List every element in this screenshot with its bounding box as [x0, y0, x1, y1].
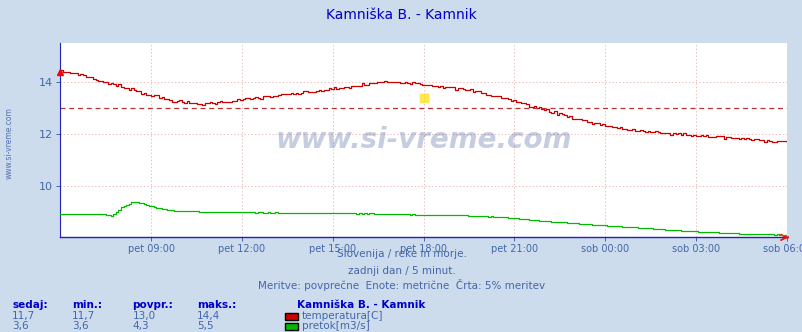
- Text: ▪: ▪: [416, 88, 430, 107]
- Text: 3,6: 3,6: [72, 321, 89, 331]
- Text: www.si-vreme.com: www.si-vreme.com: [5, 107, 14, 179]
- Text: povpr.:: povpr.:: [132, 300, 173, 310]
- Text: 11,7: 11,7: [72, 311, 95, 321]
- Text: 3,6: 3,6: [12, 321, 29, 331]
- Text: sedaj:: sedaj:: [12, 300, 47, 310]
- Text: 11,7: 11,7: [12, 311, 35, 321]
- Text: 5,5: 5,5: [196, 321, 213, 331]
- Text: pretok[m3/s]: pretok[m3/s]: [302, 321, 369, 331]
- Text: 4,3: 4,3: [132, 321, 149, 331]
- Text: min.:: min.:: [72, 300, 102, 310]
- Text: Slovenija / reke in morje.: Slovenija / reke in morje.: [336, 249, 466, 259]
- Text: temperatura[C]: temperatura[C]: [302, 311, 383, 321]
- Text: www.si-vreme.com: www.si-vreme.com: [275, 126, 571, 154]
- Text: maks.:: maks.:: [196, 300, 236, 310]
- Text: Kamniška B. - Kamnik: Kamniška B. - Kamnik: [297, 300, 425, 310]
- Text: Meritve: povprečne  Enote: metrične  Črta: 5% meritev: Meritve: povprečne Enote: metrične Črta:…: [257, 279, 545, 291]
- Text: zadnji dan / 5 minut.: zadnji dan / 5 minut.: [347, 266, 455, 276]
- Text: 13,0: 13,0: [132, 311, 156, 321]
- Text: Kamniška B. - Kamnik: Kamniška B. - Kamnik: [326, 8, 476, 22]
- Text: 14,4: 14,4: [196, 311, 220, 321]
